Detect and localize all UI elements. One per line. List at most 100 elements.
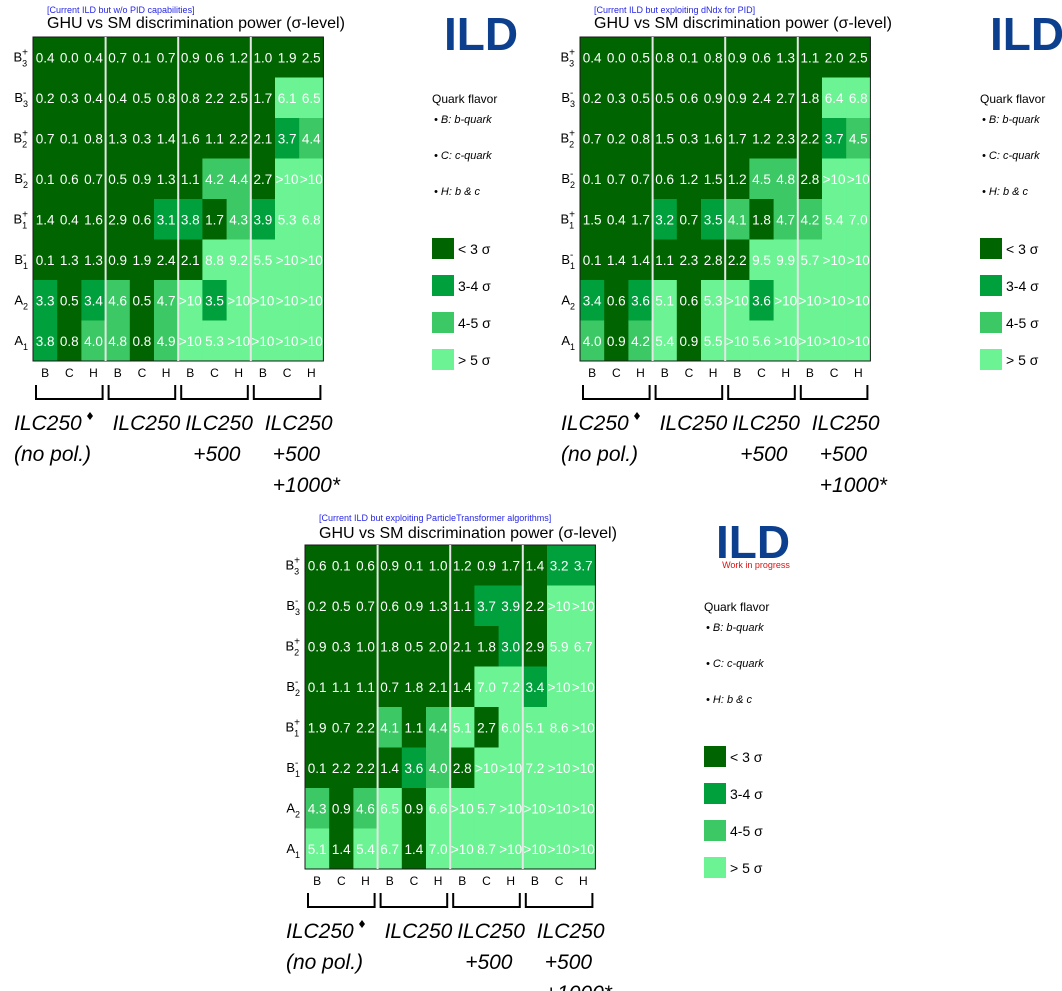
heatmap-cell [522, 545, 548, 586]
cell-value: 0.9 [405, 599, 424, 614]
heatmap-cell [329, 626, 354, 667]
cell-value: 0.3 [133, 131, 152, 146]
cell-value: >10 [572, 680, 595, 695]
heatmap-cell [105, 199, 131, 240]
cell-value: 1.3 [776, 50, 795, 65]
group-label: ILC250 [561, 412, 629, 435]
heatmap-cell [474, 747, 499, 789]
cell-value: 0.1 [36, 172, 55, 187]
heatmap-cell [773, 239, 799, 281]
cell-value: >10 [774, 334, 797, 349]
heatmap-cell [299, 77, 324, 119]
heatmap-cell [202, 158, 227, 200]
cell-value: 2.0 [825, 50, 844, 65]
cell-value: 0.8 [704, 50, 723, 65]
row-label: B3- [14, 88, 28, 109]
cell-value: >10 [276, 293, 299, 308]
heatmap-cell [178, 199, 203, 240]
heatmap-cell [275, 280, 300, 321]
cell-value: 0.6 [607, 293, 626, 308]
cell-value: 0.9 [704, 91, 723, 106]
heatmap-cell [105, 320, 131, 362]
cell-value: 0.6 [752, 50, 771, 65]
heatmap-cell [725, 77, 750, 119]
column-label: B [733, 366, 741, 380]
cell-value: 0.7 [36, 131, 55, 146]
cell-value: 0.5 [60, 293, 79, 308]
heatmap-cell [846, 280, 871, 321]
column-label: H [434, 874, 443, 888]
cell-value: 3.7 [278, 131, 297, 146]
column-label: H [781, 366, 790, 380]
heatmap-cell [401, 788, 427, 829]
heatmap-cell [522, 747, 548, 789]
group-label: +500 [545, 951, 593, 974]
legend-flavor: • C: c-quark [706, 658, 764, 670]
heatmap-cell [571, 626, 596, 667]
cell-value: 1.7 [728, 131, 747, 146]
heatmap-cell [571, 788, 596, 829]
heatmap-cell [105, 158, 131, 200]
row-label: B2+ [285, 636, 300, 657]
cell-value: 7.0 [429, 842, 448, 857]
heatmap-cell [401, 707, 427, 748]
row-label: B3- [561, 88, 575, 109]
heatmap-cell [299, 280, 324, 321]
heatmap-cell [652, 118, 678, 159]
heatmap-cell [498, 747, 524, 789]
heatmap-cell [305, 828, 330, 870]
cell-value: 0.2 [583, 91, 602, 106]
cell-value: >10 [823, 172, 846, 187]
heatmap-cell [33, 158, 58, 200]
row-label: A1 [14, 333, 28, 352]
group-label: ILC250 [113, 412, 181, 435]
cell-value: 2.5 [229, 91, 248, 106]
cell-value: 1.3 [157, 172, 176, 187]
cell-value: 0.7 [680, 212, 699, 227]
heatmap-cell [676, 158, 702, 200]
heatmap-cell [725, 118, 750, 159]
cell-value: 0.7 [380, 680, 399, 695]
column-label: C [337, 874, 346, 888]
row-label: B2- [286, 677, 300, 698]
heatmap-cell [773, 77, 799, 119]
ild-logo: ILD [716, 516, 790, 568]
cell-value: >10 [499, 801, 522, 816]
legend-swatch [704, 783, 726, 804]
heatmap-cell [474, 585, 499, 627]
heatmap-cell [154, 77, 179, 119]
heatmap-cell [580, 239, 605, 281]
heatmap-cell [250, 280, 276, 321]
heatmap-cell [822, 158, 847, 200]
cell-value: 1.3 [429, 599, 448, 614]
cell-value: >10 [847, 253, 870, 268]
column-label: C [482, 874, 491, 888]
cell-value: 4.2 [801, 212, 820, 227]
cell-value: 2.7 [254, 172, 273, 187]
cell-value: 1.1 [405, 720, 424, 735]
heatmap-cell [57, 37, 82, 78]
cell-value: 2.8 [453, 761, 472, 776]
legend-swatch [704, 857, 726, 878]
heatmap-cell [580, 118, 605, 159]
cell-value: 3.6 [752, 293, 771, 308]
cell-value: 2.2 [801, 131, 820, 146]
cell-value: 5.5 [704, 334, 723, 349]
heatmap-cell [498, 626, 524, 667]
cell-value: 5.4 [825, 212, 844, 227]
column-label: B [588, 366, 596, 380]
heatmap-cell [275, 199, 300, 240]
cell-value: 3.4 [583, 293, 602, 308]
heatmap-cell [571, 585, 596, 627]
cell-value: 0.8 [60, 334, 79, 349]
heatmap-cell [846, 320, 871, 362]
heatmap-cell [580, 320, 605, 362]
group-bracket [452, 893, 521, 908]
heatmap-cell [725, 280, 750, 321]
legend-bin-label: 4-5 σ [730, 823, 763, 839]
column-label: C [612, 366, 621, 380]
cell-value: 3.4 [526, 680, 545, 695]
heatmap-cell [701, 37, 726, 78]
heatmap-cell [822, 199, 847, 240]
cell-value: 6.5 [380, 801, 399, 816]
